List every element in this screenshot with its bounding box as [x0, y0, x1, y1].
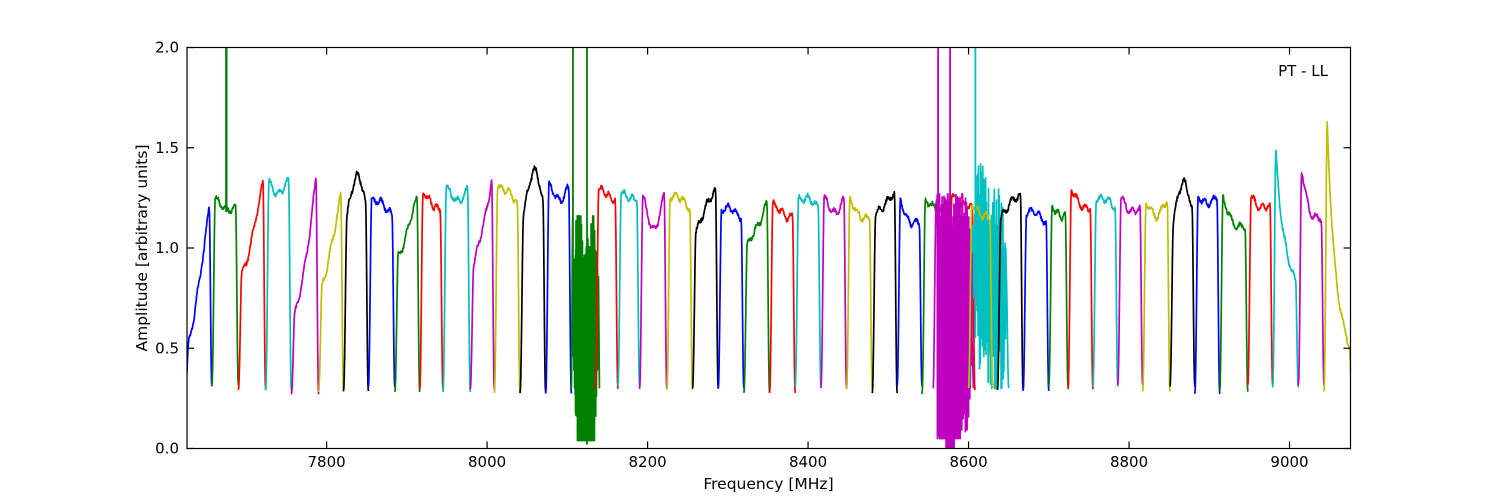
bandpass-curve-ch35 [1022, 206, 1050, 391]
plot-annotation: PT - LL [1278, 62, 1329, 80]
bandpass-curves [187, 47, 1351, 449]
y-axis-label: Amplitude [arbitrary units] [133, 145, 151, 352]
x-tick-label: 8600 [949, 453, 987, 471]
bandpass-curve-ch38 [1092, 193, 1119, 387]
bandpass-curve-ch17 [617, 189, 641, 387]
bandpass-curve-ch32 [932, 193, 975, 449]
bandpass-curve-ch20 [691, 186, 720, 389]
bandpass-curve-ch01 [211, 195, 240, 386]
x-tick-label: 8800 [1110, 453, 1148, 471]
y-tick-label: 1.0 [155, 239, 179, 257]
bandpass-curve-ch44 [1246, 194, 1274, 386]
bandpass-curve-ch41 [1169, 177, 1196, 387]
axes-frame: 7800 8000 8200 8400 8600 8800 9000 0.0 0.5 1.0 1.5… [155, 39, 1352, 471]
bandpass-curve-ch08 [393, 195, 421, 393]
bandpass-curve-ch06 [342, 170, 370, 392]
bandpass-curve-ch13 [519, 165, 547, 394]
bandpass-curve-ch25 [820, 194, 848, 389]
x-tick-label: 9000 [1270, 453, 1308, 471]
bandpass-curve-ch45 [1271, 149, 1300, 388]
bandpass-curve-ch11 [469, 179, 496, 390]
bandpass-curve-ch34 [996, 192, 1024, 391]
bandpass-curve-ch24 [794, 192, 822, 387]
bandpass-curve-ch15 [570, 215, 601, 442]
bandpass-curve-ch47 [1323, 120, 1351, 392]
bandpass-curve-ch40 [1141, 201, 1171, 392]
x-tick-label: 8200 [628, 453, 666, 471]
bandpass-curve-ch31 [969, 163, 1010, 390]
bandpass-curve-ch07 [367, 196, 396, 388]
bandpass-curve-ch03 [264, 176, 293, 391]
bandpass-curve-ch39 [1116, 195, 1144, 386]
bandpass-curve-ch28 [896, 197, 923, 387]
bandpass-curve-ch09 [418, 192, 444, 390]
x-axis-label: Frequency [MHz] [703, 475, 833, 493]
bandpass-curve-ch42 [1193, 194, 1221, 394]
bandpass-curve-ch23 [768, 199, 797, 394]
bandpass-curve-ch02 [237, 179, 267, 390]
bandpass-curve-ch22 [743, 199, 771, 393]
bandpass-curve-ch18 [638, 191, 668, 390]
bandpass-curve-ch37 [1067, 189, 1094, 390]
bandpass-curve-ch12 [493, 184, 521, 393]
bandpass-curve-ch46 [1297, 172, 1325, 386]
x-tick-label: 8400 [789, 453, 827, 471]
bandpass-curve-ch10 [442, 184, 472, 393]
bandpass-curve-ch05 [317, 191, 345, 393]
bandpass-curve-ch19 [665, 191, 694, 390]
bandpass-curve-ch26 [845, 195, 874, 390]
bandpass-curve-ch16 [594, 184, 619, 389]
x-tick-label: 8000 [468, 453, 506, 471]
bandpass-curve-ch33 [967, 203, 994, 389]
bandpass-curve-ch43 [1218, 194, 1249, 392]
bandpass-curve-ch36 [1047, 204, 1069, 387]
bandpass-curve-ch21 [717, 202, 745, 389]
bandpass-curve-ch14 [544, 180, 573, 394]
y-tick-label: 0.5 [155, 339, 179, 357]
y-tick-label: 2.0 [155, 39, 179, 57]
bandpass-curve-ch27 [871, 190, 898, 394]
x-tick-label: 7800 [308, 453, 346, 471]
bandpass-curve-ch04 [290, 177, 320, 395]
y-tick-label: 1.5 [155, 139, 179, 157]
y-tick-label: 0.0 [155, 440, 179, 458]
bandpass-curve-ch00 [187, 206, 213, 387]
